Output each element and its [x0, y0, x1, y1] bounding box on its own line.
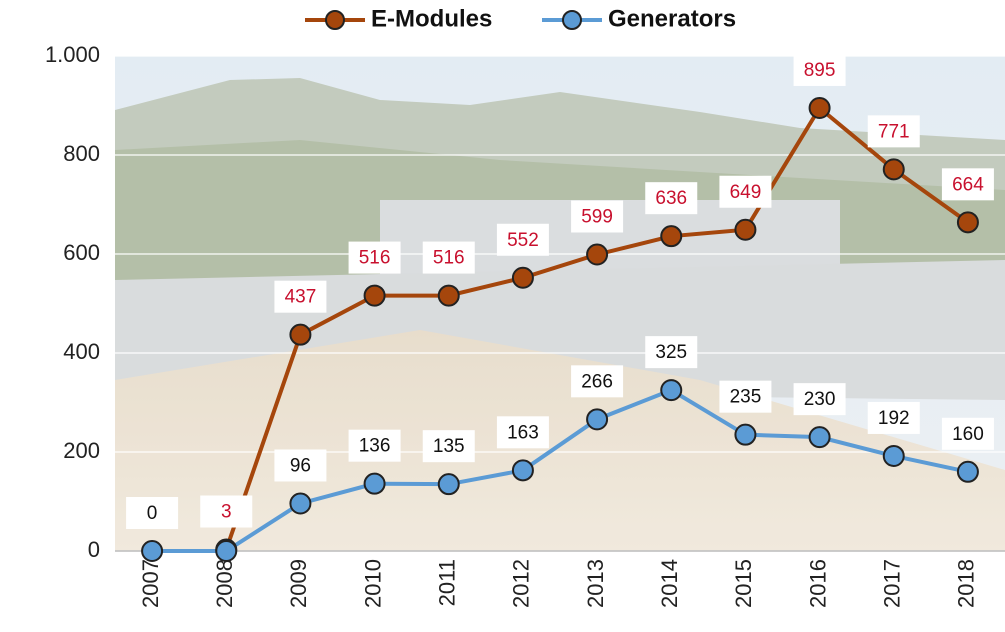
y-tick-label: 1.000: [45, 42, 100, 67]
data-label: 516: [359, 248, 391, 269]
data-point: [216, 541, 236, 561]
data-label: 325: [655, 342, 687, 363]
x-tick-label: 2017: [880, 559, 905, 608]
y-tick-label: 600: [63, 240, 100, 265]
x-tick-label: 2007: [138, 559, 163, 608]
data-point: [735, 425, 755, 445]
data-label: 771: [878, 121, 910, 142]
x-tick-label: 2013: [583, 559, 608, 608]
data-point: [661, 226, 681, 246]
x-tick-label: 2015: [731, 559, 756, 608]
legend-marker: [563, 11, 581, 29]
legend-marker: [326, 11, 344, 29]
data-point: [884, 159, 904, 179]
x-tick-label: 2010: [360, 559, 385, 608]
data-point: [365, 286, 385, 306]
data-label: 437: [285, 287, 317, 308]
data-label: 135: [433, 436, 465, 457]
data-label: 599: [581, 207, 613, 228]
data-label: 649: [730, 182, 762, 203]
data-label: 664: [952, 174, 984, 195]
chart: E-Modules Generators 0 200 400 600 800 1.000 20…: [0, 0, 1005, 632]
data-label: 192: [878, 408, 910, 429]
data-label: 235: [730, 387, 762, 408]
data-point: [365, 474, 385, 494]
y-tick-label: 800: [63, 141, 100, 166]
x-tick-label: 2009: [286, 559, 311, 608]
data-point: [958, 212, 978, 232]
data-point: [513, 268, 533, 288]
x-tick-label: 2008: [212, 559, 237, 608]
data-label: 516: [433, 248, 465, 269]
data-point: [290, 325, 310, 345]
data-point: [884, 446, 904, 466]
data-label: 895: [804, 60, 836, 81]
data-point: [290, 493, 310, 513]
data-label: 230: [804, 389, 836, 410]
y-tick-label: 200: [63, 438, 100, 463]
data-point: [958, 462, 978, 482]
data-label: 266: [581, 371, 613, 392]
x-tick-label: 2012: [509, 559, 534, 608]
data-point: [587, 409, 607, 429]
data-label: 0: [147, 503, 158, 524]
data-label: 160: [952, 424, 984, 445]
x-tick-label: 2016: [805, 559, 830, 608]
data-label: 3: [221, 502, 232, 523]
data-point: [439, 474, 459, 494]
data-label: 552: [507, 230, 539, 251]
x-tick-label: 2011: [435, 559, 460, 606]
legend-label: Generators: [608, 5, 736, 32]
legend: E-Modules Generators: [305, 5, 736, 32]
y-tick-label: 0: [88, 537, 100, 562]
y-tick-label: 400: [63, 339, 100, 364]
x-tick-label: 2018: [954, 559, 979, 608]
data-label: 136: [359, 436, 391, 457]
x-tick-label: 2014: [657, 559, 682, 608]
data-label: 96: [290, 455, 311, 476]
data-point: [513, 460, 533, 480]
legend-label: E-Modules: [371, 5, 492, 32]
data-point: [661, 380, 681, 400]
data-point: [142, 541, 162, 561]
data-point: [439, 286, 459, 306]
page: {"chart_data": {"type": "line", "categor…: [0, 0, 1005, 632]
data-label: 636: [655, 188, 687, 209]
data-point: [810, 98, 830, 118]
data-point: [735, 220, 755, 240]
data-point: [587, 244, 607, 264]
data-point: [810, 427, 830, 447]
data-label: 163: [507, 422, 539, 443]
